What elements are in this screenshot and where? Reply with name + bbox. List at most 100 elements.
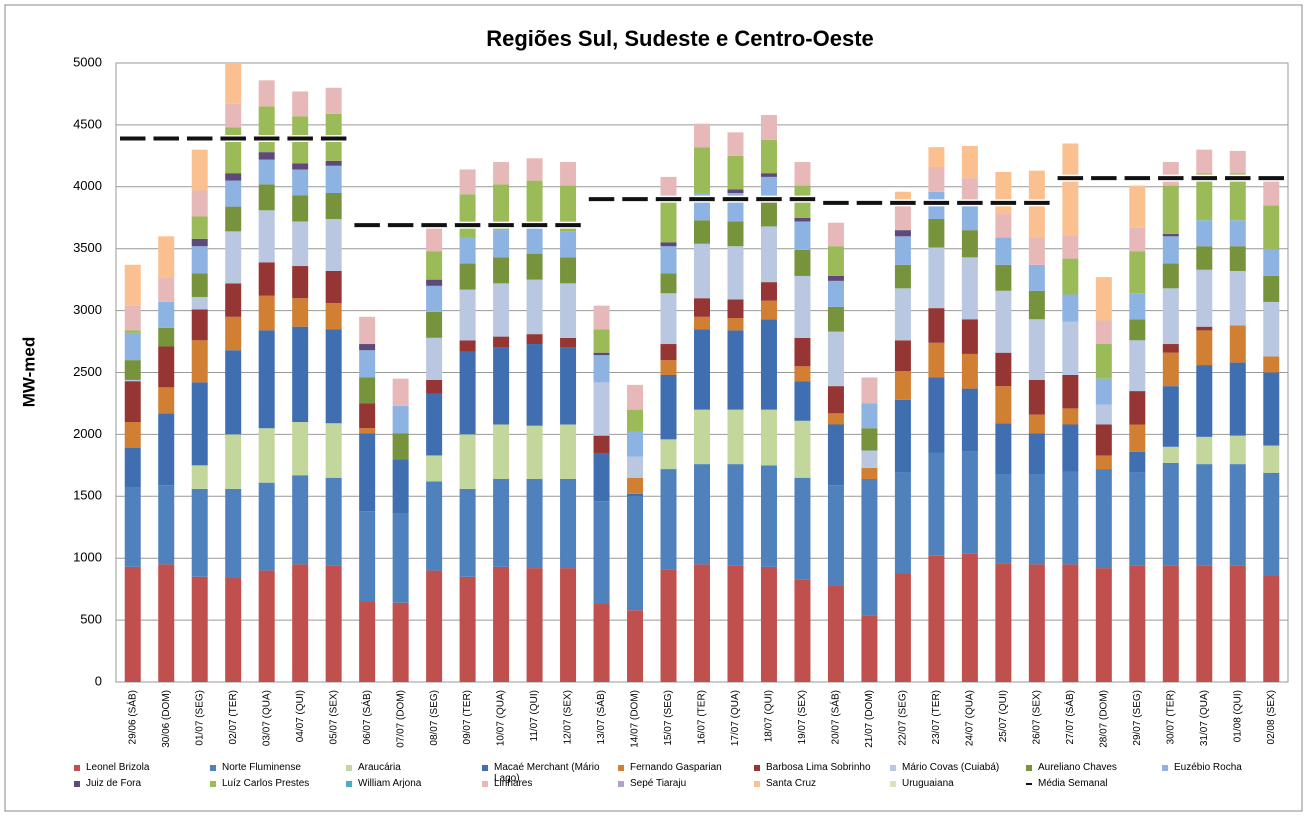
bar-segment (325, 423, 342, 478)
legend-item: Luíz Carlos Prestes (208, 778, 344, 794)
x-tick-label: 05/07 (SEX) (328, 690, 339, 744)
bar-segment (459, 289, 476, 341)
bar-segment (493, 424, 510, 479)
x-tick-label: 15/07 (SEG) (663, 690, 674, 746)
bar-segment (191, 238, 208, 247)
bar-segment (225, 127, 242, 174)
bar-segment (526, 425, 543, 479)
legend-swatch (210, 781, 216, 787)
bar-segment (225, 350, 242, 435)
bar-segment (760, 282, 777, 301)
bar-segment (493, 347, 510, 425)
bar-segment (1196, 326, 1213, 331)
bar-segment (459, 169, 476, 195)
bar-segment (727, 565, 744, 682)
bar-segment (827, 222, 844, 247)
bar-segment (1028, 264, 1045, 291)
legend-swatch (754, 781, 760, 787)
x-tick-label: 26/07 (SEX) (1031, 690, 1042, 744)
x-tick-label: 07/07 (DOM) (395, 690, 406, 748)
legend-swatch (74, 765, 80, 771)
bar-segment (1062, 258, 1079, 295)
legend-swatch (890, 765, 896, 771)
bar-segment (694, 564, 710, 682)
legend-swatch (1162, 765, 1168, 771)
bar-segment (426, 279, 443, 286)
x-tick-label: 06/07 (SÁB) (360, 690, 373, 744)
bar-segment (727, 409, 744, 465)
bar-segment (359, 601, 376, 682)
bar-segment (1028, 237, 1045, 265)
bar-segment (359, 433, 376, 512)
bar-segment (325, 477, 342, 566)
bar-segment (995, 214, 1012, 238)
bar-segment (894, 288, 911, 341)
bar-segment (359, 316, 376, 345)
bar-segment (493, 566, 510, 682)
y-tick-label: 2000 (73, 426, 102, 441)
legend-swatch (346, 765, 352, 771)
bar-segment (928, 147, 945, 167)
bar-segment (794, 337, 811, 367)
bar-segment (1028, 414, 1045, 434)
bar-segment (392, 405, 409, 434)
bar-segment (258, 295, 275, 331)
bar-segment (325, 303, 342, 330)
bar-segment (359, 403, 376, 429)
bar-segment (191, 309, 208, 341)
bar-segment (593, 382, 610, 436)
bar-segment (258, 184, 275, 211)
bar-segment (1028, 474, 1045, 565)
x-tick-label: 23/07 (TER) (931, 690, 942, 744)
legend-swatch (754, 765, 760, 771)
legend: Leonel Brizola Norte Fluminense Araucária M… (72, 762, 1302, 794)
bar-segment (1095, 378, 1112, 405)
bar-segment (593, 435, 610, 453)
bar-segment (995, 352, 1012, 387)
bar-segment (627, 496, 644, 611)
bar-segment (1162, 565, 1179, 682)
bar-segment (493, 283, 510, 337)
bar-segment (1263, 356, 1280, 373)
bar-segment (459, 340, 476, 352)
bar-segment (292, 422, 309, 476)
bar-segment (459, 263, 476, 290)
bar-segment (593, 352, 610, 356)
legend-item: Sepé Tiaraju (616, 778, 752, 794)
bar-segment (1095, 424, 1112, 456)
bar-segment (191, 296, 208, 310)
bar-segment (292, 564, 309, 682)
bar-segment (660, 439, 677, 470)
bar-segment (1196, 464, 1213, 566)
bar-segment (760, 114, 777, 140)
bar-segment (191, 488, 208, 577)
bar-segment (1229, 173, 1246, 221)
legend-item: Mário Covas (Cuiabá) (888, 762, 1024, 778)
x-tick-label: 29/07 (SEG) (1132, 690, 1143, 746)
bar-segment (225, 283, 242, 317)
y-tick-label: 500 (80, 612, 102, 627)
bar-segment (1062, 321, 1079, 375)
bar-segment (593, 329, 610, 353)
bar-segment (459, 351, 476, 435)
bar-segment (258, 482, 275, 571)
bar-segment (961, 451, 978, 554)
legend-swatch (482, 781, 488, 787)
bar-segment (1129, 251, 1146, 294)
bar-segment (928, 555, 945, 682)
bar-segment (526, 279, 543, 335)
bar-segment (292, 169, 309, 196)
bar-segment (794, 249, 811, 276)
bar-segment (1062, 471, 1079, 565)
bar-segment (694, 329, 710, 410)
bar-segment (961, 178, 978, 202)
bar-segment (426, 393, 443, 456)
bar-segment (827, 413, 844, 425)
bar-segment (593, 501, 610, 605)
bar-segment (1028, 433, 1045, 475)
bar-segment (1162, 288, 1179, 345)
bar-segment (727, 464, 744, 566)
bar-segment (760, 139, 777, 174)
bar-segment (660, 176, 677, 202)
bar-segment (359, 377, 376, 404)
